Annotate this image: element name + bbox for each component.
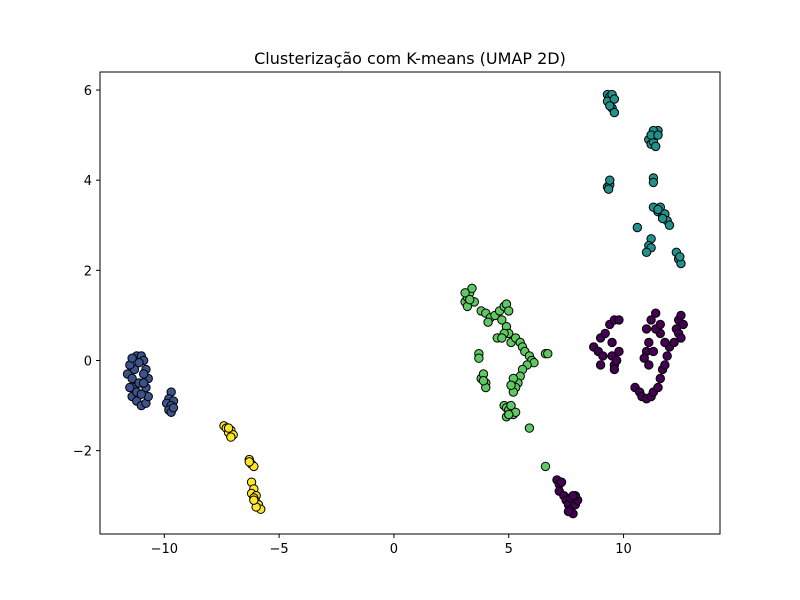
data-point-cluster-0-33 (641, 324, 652, 334)
data-point-cluster-0-13 (614, 346, 624, 357)
data-point-cluster-2-6 (609, 107, 620, 118)
data-point-cluster-2-7 (605, 101, 615, 111)
data-point-cluster-0-60 (568, 490, 578, 501)
data-point-cluster-0-4 (595, 360, 606, 370)
data-point-cluster-0-44 (669, 337, 679, 348)
data-point-cluster-0-12 (611, 355, 622, 366)
y-tick-label: 6 (84, 84, 92, 99)
data-point-cluster-0-21 (653, 382, 663, 393)
data-point-cluster-0-24 (660, 360, 670, 370)
x-tick-label: −10 (151, 542, 178, 557)
data-point-cluster-1-7 (127, 373, 137, 384)
data-point-cluster-3-56 (543, 349, 553, 359)
data-point-cluster-2-33 (632, 222, 643, 233)
data-point-cluster-3-54 (524, 423, 535, 433)
data-point-cluster-0-37 (648, 346, 659, 357)
data-point-cluster-2-21 (603, 184, 614, 194)
data-point-cluster-0-59 (563, 506, 574, 517)
data-point-cluster-3-6 (460, 288, 470, 298)
data-point-cluster-0-42 (678, 319, 688, 330)
data-point-cluster-3-17 (497, 315, 507, 325)
y-tick-label: 4 (84, 174, 92, 189)
data-point-cluster-1-3 (134, 358, 144, 368)
data-point-cluster-4-6 (223, 423, 234, 433)
data-point-cluster-2-31 (657, 213, 668, 224)
data-point-cluster-3-53 (504, 409, 514, 420)
data-point-cluster-1-22 (138, 378, 149, 388)
points-layer (122, 89, 688, 519)
data-point-cluster-2-30 (664, 220, 675, 230)
data-point-cluster-2-20 (605, 175, 615, 185)
data-point-cluster-3-7 (465, 294, 475, 305)
x-tick-label: 5 (505, 542, 513, 557)
data-point-cluster-3-22 (497, 333, 507, 343)
data-point-cluster-0-30 (646, 315, 656, 325)
data-point-cluster-2-32 (653, 204, 663, 215)
y-tick-label: 0 (84, 354, 92, 369)
data-point-cluster-3-16 (504, 306, 514, 316)
data-point-cluster-0-3 (598, 351, 608, 361)
y-tick-label: 2 (84, 264, 92, 279)
data-point-cluster-4-20 (249, 495, 259, 505)
data-point-cluster-0-41 (676, 310, 686, 321)
data-point-cluster-2-37 (641, 247, 652, 257)
y-tick-label: −2 (73, 445, 92, 460)
data-point-cluster-1-21 (136, 389, 147, 399)
data-point-cluster-3-40 (474, 353, 484, 363)
data-point-cluster-0-8 (614, 315, 624, 325)
data-point-cluster-0-48 (556, 477, 567, 487)
data-point-cluster-2-8 (609, 94, 620, 104)
x-tick-label: 0 (390, 542, 398, 557)
data-point-cluster-0-31 (651, 308, 661, 318)
x-tick-label: −5 (270, 542, 289, 557)
data-point-cluster-1-9 (125, 382, 135, 393)
y-axis: −2 0 2 4 6 (73, 84, 100, 460)
data-point-cluster-4-10 (244, 457, 254, 467)
data-point-cluster-2-23 (648, 177, 659, 188)
data-point-cluster-3-38 (506, 380, 516, 390)
x-tick-label: 10 (615, 542, 632, 557)
data-point-cluster-2-17 (653, 130, 663, 140)
data-point-cluster-0-14 (609, 364, 620, 375)
x-axis: −10 −5 0 5 10 (151, 534, 632, 557)
data-point-cluster-0-9 (607, 337, 617, 348)
data-point-cluster-0-38 (644, 360, 654, 370)
data-point-cluster-0-34 (644, 337, 654, 348)
data-point-cluster-3-49 (506, 400, 516, 411)
data-point-cluster-0-22 (655, 373, 665, 384)
data-point-cluster-3-4 (467, 283, 477, 294)
data-point-cluster-3-11 (483, 317, 493, 327)
data-point-cluster-3-45 (478, 376, 489, 386)
chart-title: Clusterização com K-means (UMAP 2D) (254, 49, 566, 68)
data-point-cluster-3-57 (540, 461, 551, 472)
data-point-cluster-1-18 (138, 369, 149, 379)
data-point-cluster-0-5 (600, 328, 610, 339)
data-point-cluster-0-32 (655, 319, 665, 330)
data-point-cluster-0-36 (639, 353, 649, 363)
plot-frame (99, 71, 721, 535)
data-point-cluster-0-45 (676, 333, 686, 343)
data-point-cluster-4-5 (226, 432, 236, 442)
data-point-cluster-2-16 (651, 141, 661, 152)
data-point-cluster-1-23 (127, 353, 137, 363)
data-point-cluster-0-27 (660, 337, 670, 348)
data-point-cluster-2-41 (675, 252, 685, 262)
data-point-cluster-1-31 (168, 403, 179, 413)
data-point-cluster-0-25 (662, 351, 672, 361)
